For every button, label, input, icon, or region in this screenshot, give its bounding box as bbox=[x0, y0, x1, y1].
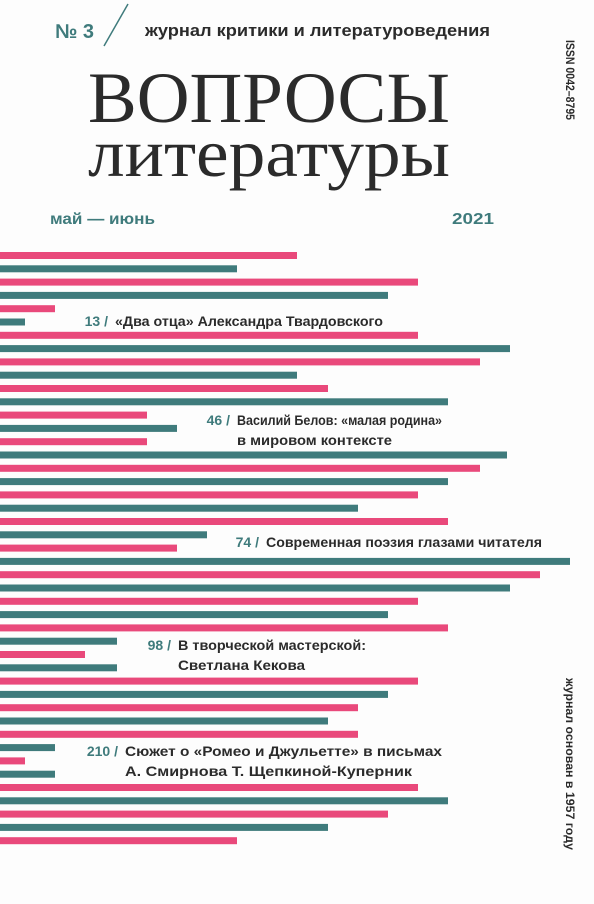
stripe bbox=[0, 651, 85, 658]
stripe bbox=[0, 637, 117, 645]
stripe bbox=[0, 823, 328, 831]
founded: журнал основан в 1957 году bbox=[563, 677, 577, 850]
stripe bbox=[0, 531, 207, 539]
stripe bbox=[0, 837, 237, 845]
article-title: Современная поэзия глазами читателя bbox=[266, 534, 542, 550]
issue-number: № 3 bbox=[55, 21, 94, 43]
article-title: А. Смирнова Т. Щепкиной-Куперник bbox=[125, 763, 413, 779]
article-title: В творческой мастерской: bbox=[178, 637, 366, 653]
stripes bbox=[0, 252, 570, 845]
stripe bbox=[0, 424, 177, 432]
stripe bbox=[0, 557, 570, 565]
stripe bbox=[0, 611, 388, 619]
stripe bbox=[0, 291, 388, 299]
article-title: в мировом контексте bbox=[237, 432, 392, 448]
stripe bbox=[0, 451, 507, 459]
article-title: Сюжет о «Ромео и Джульетте» в письмах bbox=[125, 743, 442, 759]
stripe bbox=[0, 664, 117, 672]
article-title: «Два отца» Александра Твардовского bbox=[115, 313, 383, 329]
stripe bbox=[0, 491, 418, 499]
stripe bbox=[0, 544, 177, 552]
stripe bbox=[0, 730, 358, 738]
stripe bbox=[0, 478, 448, 486]
stripe bbox=[0, 318, 25, 326]
stripe bbox=[0, 385, 328, 392]
stripe bbox=[0, 265, 237, 273]
stripe bbox=[0, 757, 25, 765]
stripe bbox=[0, 371, 297, 379]
article-title: Василий Белов: «малая родина» bbox=[237, 412, 442, 428]
issn: ISSN 0042–8795 bbox=[563, 40, 577, 120]
slash bbox=[103, 3, 129, 47]
year: 2021 bbox=[452, 211, 494, 228]
stripe bbox=[0, 597, 418, 605]
stripe bbox=[0, 345, 510, 353]
page-number: 46 / bbox=[207, 412, 230, 428]
subtitle: журнал критики и литературоведения bbox=[144, 21, 490, 40]
page-number: 98 / bbox=[148, 637, 171, 653]
page-number: 13 / bbox=[85, 313, 108, 329]
page-number: 74 / bbox=[236, 534, 259, 550]
months: май — июнь bbox=[50, 211, 155, 228]
stripe bbox=[0, 252, 297, 259]
stripe bbox=[0, 624, 448, 632]
stripe bbox=[0, 464, 480, 472]
title-line-2: литературы bbox=[88, 115, 450, 191]
article-title: Светлана Кекова bbox=[178, 657, 305, 673]
page-number: 210 / bbox=[87, 743, 118, 759]
stripe bbox=[0, 331, 418, 339]
stripe bbox=[0, 518, 448, 525]
stripe bbox=[0, 704, 358, 712]
title-line-1: ВОПРОСЫ bbox=[88, 58, 450, 138]
stripe bbox=[0, 810, 388, 818]
stripe bbox=[0, 744, 55, 752]
stripe bbox=[0, 358, 480, 366]
stripe bbox=[0, 690, 388, 698]
stripe bbox=[0, 278, 418, 286]
stripe bbox=[0, 584, 510, 592]
stripe bbox=[0, 784, 418, 791]
stripe bbox=[0, 438, 147, 446]
stripe bbox=[0, 504, 358, 512]
stripe bbox=[0, 571, 540, 579]
stripe bbox=[0, 398, 448, 406]
stripe bbox=[0, 770, 55, 778]
stripe bbox=[0, 677, 418, 685]
stripe bbox=[0, 411, 147, 419]
contents: 13 / «Два отца» Александра Твардовского 46… bbox=[85, 313, 542, 779]
stripe bbox=[0, 305, 55, 313]
stripe bbox=[0, 797, 448, 805]
stripe bbox=[0, 717, 328, 725]
